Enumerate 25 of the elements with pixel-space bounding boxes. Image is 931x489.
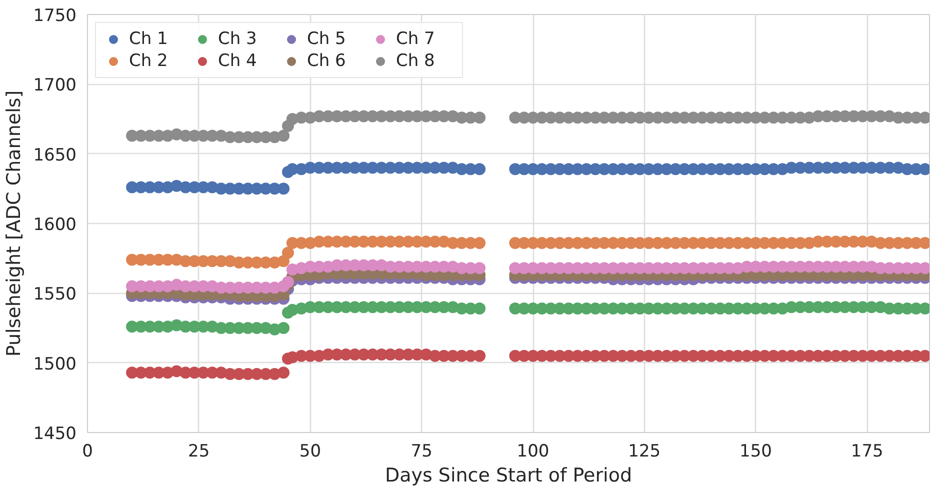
y-tick-label: 1600 [33, 215, 76, 235]
x-tick-label: 125 [628, 442, 661, 462]
x-tick-label: 75 [410, 442, 432, 462]
y-axis-title: Pulseheight [ADC Channels] [3, 90, 26, 357]
y-tick-label: 1500 [33, 354, 76, 374]
x-tick-label: 150 [740, 442, 772, 462]
x-axis-title: Days Since Start of Period [384, 464, 632, 486]
legend-label: Ch 1 [129, 29, 169, 49]
x-tick-label: 25 [188, 442, 210, 462]
x-tick-label: 0 [82, 442, 93, 462]
y-tick-label: 1650 [33, 145, 76, 166]
y-tick-label: 1550 [33, 284, 76, 305]
legend-label: Ch 2 [129, 51, 169, 71]
legend-label: Ch 4 [218, 51, 258, 71]
legend-label: Ch 5 [307, 29, 347, 49]
x-tick-label: 100 [516, 442, 550, 462]
x-tick-label: 50 [299, 442, 322, 462]
legend-label: Ch 7 [396, 29, 436, 49]
y-tick-label: 1450 [33, 424, 76, 444]
legend-label: Ch 8 [396, 51, 436, 71]
y-tick-label: 1750 [33, 6, 76, 26]
y-tick-label: 1700 [33, 76, 76, 96]
legend-label: Ch 6 [307, 51, 347, 71]
x-tick-label: 175 [850, 442, 884, 462]
legend-label: Ch 3 [218, 29, 258, 49]
